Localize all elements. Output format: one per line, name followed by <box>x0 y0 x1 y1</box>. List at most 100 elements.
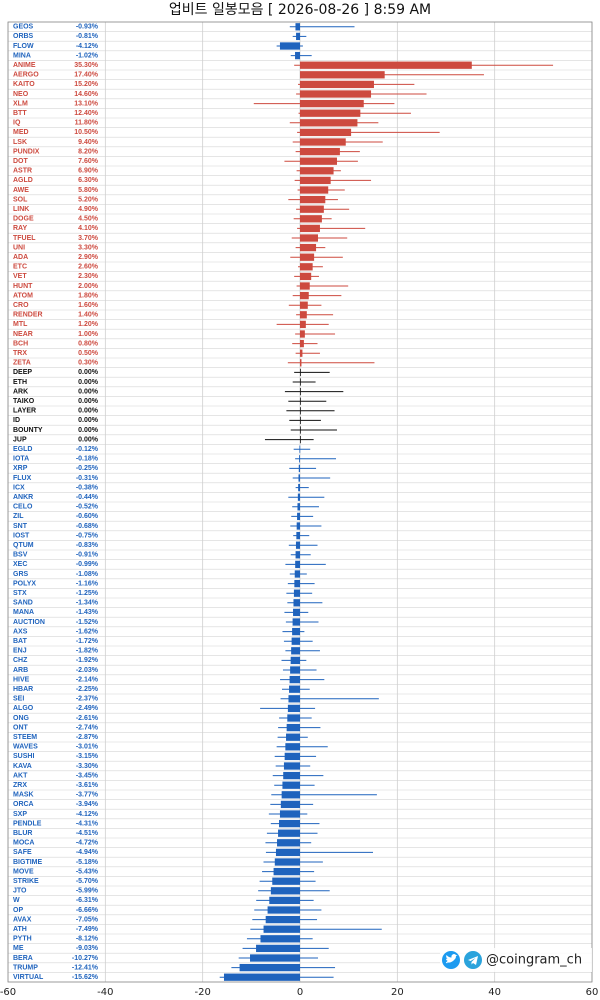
x-tick-label: -40 <box>97 987 113 998</box>
bar <box>300 407 301 415</box>
value-label: 6.90% <box>78 168 99 175</box>
category-label: ATOM <box>13 292 33 299</box>
value-label: 4.90% <box>78 206 99 213</box>
value-label: -4.12% <box>76 811 99 818</box>
value-label: -0.93% <box>76 24 99 31</box>
category-label: BCH <box>13 340 28 347</box>
value-label: 17.40% <box>74 72 99 79</box>
bar <box>300 205 324 213</box>
value-label: -15.62% <box>72 974 99 981</box>
bar <box>270 887 300 895</box>
bar <box>300 253 315 261</box>
category-label: EGLD <box>13 446 32 453</box>
category-label: RENDER <box>13 312 43 319</box>
bar <box>298 483 300 492</box>
category-label: MOCA <box>13 840 34 847</box>
value-label: 9.40% <box>78 139 99 146</box>
bar <box>300 263 313 271</box>
value-label: 3.30% <box>78 244 99 251</box>
bar <box>300 416 301 425</box>
value-label: -1.25% <box>76 590 99 597</box>
bar <box>300 320 306 329</box>
category-label: ZRX <box>13 782 27 789</box>
category-label: ORCA <box>13 801 34 808</box>
value-label: 15.20% <box>74 81 99 88</box>
bar <box>239 963 300 972</box>
bar <box>297 503 300 511</box>
category-label: BIGTIME <box>13 859 42 866</box>
value-label: -4.51% <box>76 830 99 837</box>
category-label: CRO <box>13 302 29 309</box>
category-label: ZETA <box>13 360 31 367</box>
category-label: AVAX <box>13 916 32 923</box>
value-label: -0.12% <box>76 446 99 453</box>
bar <box>300 224 320 233</box>
value-label: -1.34% <box>76 600 99 607</box>
category-label: STEEM <box>13 734 37 741</box>
value-label: 4.10% <box>78 225 99 232</box>
category-label: ANKR <box>13 494 33 501</box>
category-label: ARB <box>13 667 28 674</box>
category-label: BERA <box>13 955 33 962</box>
category-label: AXS <box>13 628 28 635</box>
bar <box>293 608 300 617</box>
value-label: -4.94% <box>76 849 99 856</box>
bar <box>275 848 300 857</box>
category-label: XLM <box>13 100 28 107</box>
bar <box>300 243 317 252</box>
value-label: -2.49% <box>76 705 99 712</box>
category-label: JTO <box>13 888 27 895</box>
category-label: IOST <box>13 532 30 539</box>
value-label: 1.80% <box>78 292 99 299</box>
bar <box>272 877 300 885</box>
value-label: 35.30% <box>74 62 99 69</box>
value-label: 0.80% <box>78 340 99 347</box>
value-label: 12.40% <box>74 110 99 117</box>
bar <box>286 733 300 741</box>
bar <box>300 397 301 405</box>
category-label: BSV <box>13 552 28 559</box>
category-label: RAY <box>13 225 27 232</box>
category-label: PUNDIX <box>13 148 40 155</box>
category-label: ORBS <box>13 33 34 40</box>
bar <box>283 771 300 780</box>
bar <box>279 810 300 818</box>
value-label: 0.00% <box>78 427 99 434</box>
category-label: BOUNTY <box>13 427 43 434</box>
category-label: JUP <box>13 436 27 443</box>
category-label: HIVE <box>13 676 30 683</box>
bar <box>294 579 300 588</box>
bar <box>300 90 372 98</box>
bar <box>289 685 300 693</box>
category-label: DEEP <box>13 369 32 376</box>
value-label: 2.90% <box>78 254 99 261</box>
category-label: POLYX <box>13 580 36 587</box>
value-label: 1.60% <box>78 302 99 309</box>
category-label: STX <box>13 590 27 597</box>
twitter-bird <box>446 954 458 964</box>
bar <box>300 167 334 175</box>
category-label: SUSHI <box>13 753 34 760</box>
value-label: -1.02% <box>76 52 99 59</box>
x-tick-label: -60 <box>0 987 16 998</box>
category-label: WAVES <box>13 744 38 751</box>
bar <box>287 704 300 713</box>
bar <box>300 80 374 89</box>
bar <box>300 339 304 348</box>
category-label: AUCTION <box>13 619 45 626</box>
value-label: 3.70% <box>78 235 99 242</box>
bar <box>287 714 300 722</box>
value-label: -7.05% <box>76 916 99 923</box>
bar <box>300 176 331 185</box>
bar <box>285 743 300 751</box>
value-label: -3.30% <box>76 763 99 770</box>
category-label: IQ <box>13 120 21 127</box>
bar <box>300 272 312 281</box>
bar <box>274 858 300 866</box>
category-label: DOT <box>13 158 29 165</box>
category-label: BAT <box>13 638 28 645</box>
value-label: -2.03% <box>76 667 99 674</box>
category-label: ANIME <box>13 62 36 69</box>
value-label: -2.87% <box>76 734 99 741</box>
chart-title: 업비트 일봉모음 [ 2026-08-26 ] 8:59 AM <box>169 2 431 18</box>
